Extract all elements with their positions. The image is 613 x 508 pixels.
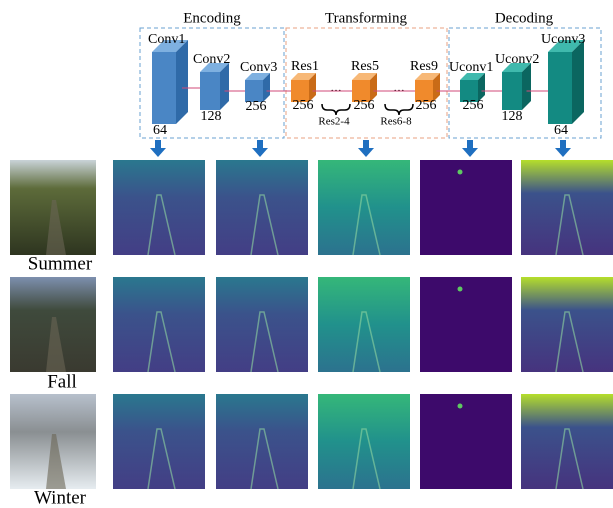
layer-front — [200, 72, 220, 110]
arrow-shaft — [467, 140, 473, 149]
feature-map — [216, 160, 308, 255]
feature-map — [113, 160, 205, 255]
feature-map — [521, 394, 613, 489]
layer-name: Conv2 — [193, 52, 230, 67]
ellipsis: ... — [330, 79, 341, 95]
skip-label: Res2-4 — [318, 116, 350, 128]
layer-side — [572, 40, 584, 124]
layer-channels: 256 — [463, 98, 484, 113]
layer-channels: 256 — [246, 99, 267, 114]
feature-map — [113, 277, 205, 372]
section-label: Transforming — [325, 10, 407, 26]
brace — [385, 104, 413, 115]
arrow-head — [462, 148, 478, 157]
layer-name: Uconv2 — [495, 52, 539, 67]
feature-map — [216, 394, 308, 489]
feature-spot — [458, 404, 463, 409]
layer-channels: 128 — [201, 109, 222, 124]
layer-name: Uconv1 — [449, 60, 493, 75]
layer-front — [548, 52, 572, 124]
layer-name: Res5 — [351, 59, 379, 74]
feature-spot — [458, 170, 463, 175]
feature-map — [521, 277, 613, 372]
feature-map — [420, 277, 512, 372]
skip-label: Res6-8 — [380, 116, 412, 128]
feature-map — [216, 277, 308, 372]
layer-channels: 64 — [554, 123, 568, 138]
feature-map — [318, 394, 410, 489]
feature-map — [318, 160, 410, 255]
arrow-head — [358, 148, 374, 157]
layer-channels: 256 — [354, 98, 375, 113]
layer-name: Uconv3 — [541, 32, 585, 47]
row-label: Summer — [28, 253, 93, 274]
layer-front — [502, 72, 522, 110]
feature-map — [420, 394, 512, 489]
row-label: Fall — [47, 371, 77, 392]
arrow-head — [150, 148, 166, 157]
figure: Encoding Transforming Decoding Summer Fa… — [0, 0, 613, 508]
ellipsis: ... — [393, 79, 404, 95]
arrow-head — [252, 148, 268, 157]
feature-spot — [458, 287, 463, 292]
feature-map — [521, 160, 613, 255]
feature-map — [113, 394, 205, 489]
layer-channels: 256 — [293, 98, 314, 113]
layer-side — [176, 40, 188, 124]
layer-name: Res1 — [291, 59, 319, 74]
brace — [322, 104, 350, 115]
arrow-shaft — [155, 140, 161, 149]
section-label: Decoding — [495, 10, 554, 26]
layer-name: Res9 — [410, 59, 438, 74]
layer-name: Conv3 — [240, 60, 277, 75]
row-label: Winter — [34, 487, 87, 508]
arrow-shaft — [257, 140, 263, 149]
feature-map — [420, 160, 512, 255]
arrow-head — [555, 148, 571, 157]
layer-channels: 128 — [502, 109, 523, 124]
layer-name: Conv1 — [148, 32, 185, 47]
layer-front — [152, 52, 176, 124]
layer-channels: 256 — [416, 98, 437, 113]
feature-map — [318, 277, 410, 372]
arrow-shaft — [560, 140, 566, 149]
layer-channels: 64 — [153, 123, 167, 138]
section-label: Encoding — [183, 10, 241, 26]
arrow-shaft — [363, 140, 369, 149]
